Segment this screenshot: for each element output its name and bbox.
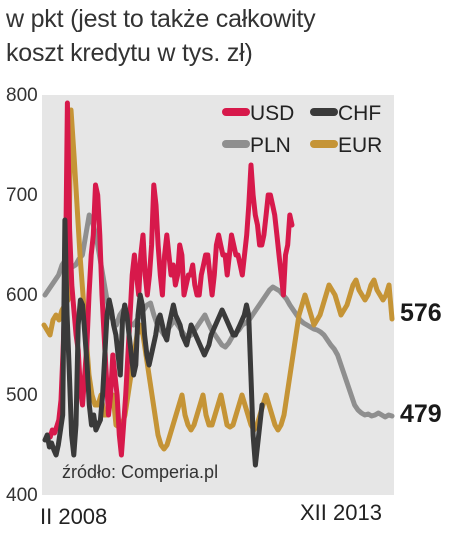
legend: USD CHF PLN EUR	[222, 102, 382, 157]
series-line-usd	[45, 100, 295, 458]
source-note: źródło: Comperia.pl	[62, 462, 218, 482]
legend-label-usd: USD	[250, 102, 294, 125]
series-lines	[41, 100, 395, 468]
x-axis-end-label: XII 2013	[300, 500, 382, 525]
legend-label-pln: PLN	[250, 134, 291, 157]
y-axis: 800 700 600 500 400	[6, 85, 38, 506]
end-label-eur: 576	[400, 299, 442, 327]
x-axis-start-label: II 2008	[40, 504, 107, 529]
y-tick-label: 800	[6, 85, 38, 106]
end-label-pln: 479	[400, 400, 442, 428]
legend-label-chf: CHF	[338, 102, 381, 125]
series-line-chf	[42, 217, 265, 468]
y-tick-label: 700	[6, 185, 38, 206]
legend-label-eur: EUR	[338, 134, 382, 157]
y-tick-label: 400	[6, 485, 38, 506]
y-tick-label: 500	[6, 385, 38, 406]
chart-subtitle: w pkt (jest to także całkowity koszt kre…	[6, 5, 316, 67]
y-tick-label: 600	[6, 285, 38, 306]
